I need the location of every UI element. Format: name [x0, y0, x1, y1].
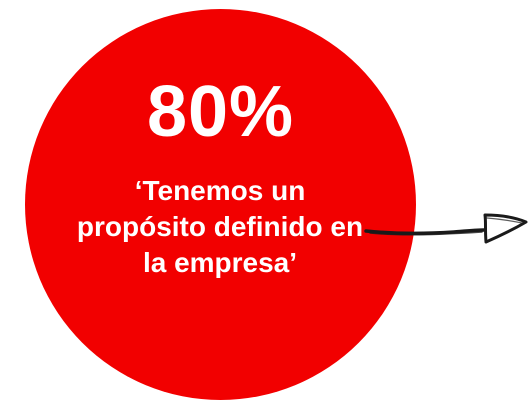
stat-circle — [25, 9, 416, 400]
stat-caption: ‘Tenemos un propósito definido en la emp… — [76, 175, 364, 278]
stat-percentage: 80% — [146, 72, 295, 152]
hand-drawn-arrow-icon — [364, 213, 528, 244]
